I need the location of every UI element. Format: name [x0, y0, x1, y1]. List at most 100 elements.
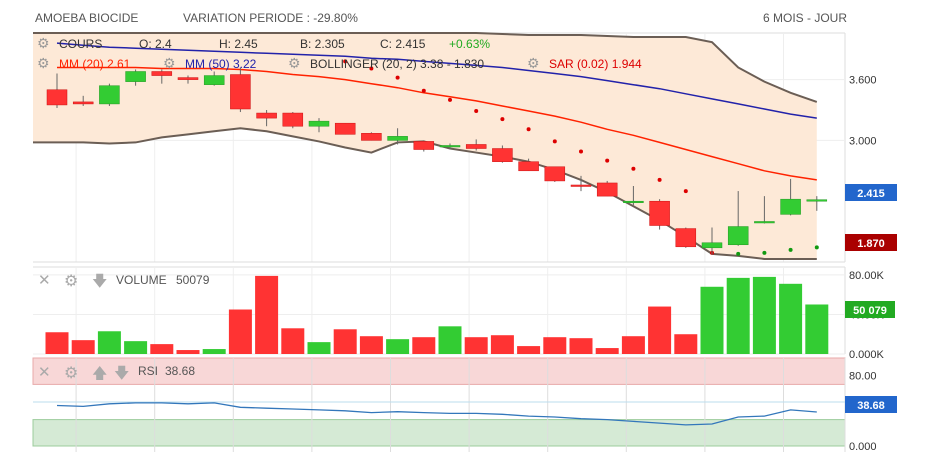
candle [387, 128, 408, 145]
volume-bar [176, 350, 200, 354]
gear-icon[interactable]: ⚙ [163, 55, 176, 71]
candle [413, 140, 435, 152]
volume-bar [805, 304, 829, 354]
sar-dot [500, 117, 505, 122]
last-price-value: 2.415 [857, 188, 885, 200]
sar-dot [683, 189, 688, 194]
gear-icon[interactable]: ⚙ [527, 55, 540, 71]
candle-body [387, 136, 408, 141]
candle [727, 191, 749, 246]
price-axis-ticks: 3.600 3.000 [849, 75, 877, 148]
volume-bar [202, 349, 226, 354]
rsi-tick-label: 0.000 [849, 441, 877, 452]
volume-value: 50079 [176, 273, 210, 287]
candle [203, 71, 225, 86]
sar-dot [421, 88, 426, 93]
price-tick-label: 3.600 [849, 75, 877, 87]
rsi-line [56, 402, 817, 426]
low-price-value: 1.870 [857, 238, 885, 250]
candle [544, 166, 566, 182]
candle [439, 143, 461, 150]
candle-body [230, 74, 251, 110]
volume-bars [45, 275, 829, 354]
gear-icon[interactable]: ⚙ [288, 55, 301, 71]
rsi-tag-value: 38.68 [857, 400, 885, 412]
bollinger-band-fill [33, 33, 817, 259]
price-panel: 3.600 3.000 2.415 1.870 ⚙ COURS O: 2.4 H:… [33, 32, 897, 263]
close-icon[interactable]: ✕ [38, 363, 51, 381]
volume-bar [595, 348, 619, 354]
candle-body [727, 226, 749, 246]
candle [596, 180, 618, 197]
candle-body [465, 144, 487, 149]
legend-low: B: 2.305 [300, 37, 345, 51]
sar-dot [814, 245, 819, 250]
sar-dot [526, 127, 531, 132]
candles [46, 67, 828, 255]
volume-tick-label: 0.000K [849, 349, 885, 361]
arrow-down-icon[interactable]: 🡇 [114, 364, 129, 382]
volume-bar [752, 276, 776, 354]
gear-icon[interactable]: ⚙ [37, 55, 50, 71]
candle [492, 145, 513, 163]
arrow-down-icon[interactable]: 🡇 [92, 272, 107, 290]
volume-bar [569, 338, 593, 354]
candle-body [72, 101, 94, 105]
rsi-oversold-zone [32, 419, 846, 447]
legend-sar: SAR (0.02) 1.944 [549, 57, 642, 71]
mm50-line [56, 42, 817, 119]
volume-bar [674, 334, 698, 354]
rsi-label: RSI [138, 364, 158, 378]
rsi-overbought-zone [32, 357, 846, 385]
candle-body [282, 112, 304, 127]
gear-icon[interactable]: ⚙ [64, 363, 78, 382]
volume-bar [621, 336, 645, 354]
legend-change: +0.63% [449, 37, 490, 51]
volume-bar [438, 326, 462, 354]
price-legend: ⚙ COURS O: 2.4 H: 2.45 B: 2.305 C: 2.415… [37, 35, 642, 71]
sar-dot [788, 247, 793, 252]
volume-bar [386, 339, 410, 354]
volume-bar [490, 335, 514, 354]
last-price-tag-bg [845, 184, 897, 201]
candle [675, 227, 697, 248]
gear-icon[interactable]: ⚙ [64, 271, 78, 290]
candle [256, 110, 277, 127]
low-price-tag: 1.870 [845, 234, 897, 251]
period-selector[interactable]: 6 MOIS - JOUR [762, 11, 847, 25]
sar-dot [395, 75, 400, 80]
rsi-panel: 80.00 0.000 ✕ ⚙ 🡅 🡇 RSI 38.68 38.68 [32, 357, 897, 452]
mm20-line [57, 66, 817, 181]
volume-bar [543, 337, 567, 354]
volume-bar [307, 342, 331, 354]
candle-body [151, 71, 173, 76]
candle [72, 95, 94, 106]
close-icon[interactable]: ✕ [38, 271, 51, 289]
candle [806, 196, 828, 211]
candle [99, 83, 120, 106]
volume-bar [255, 275, 279, 354]
sar-dot [343, 59, 348, 64]
volume-bar [779, 283, 803, 354]
candle [701, 227, 723, 255]
candle-body [256, 112, 277, 119]
candle [282, 112, 304, 129]
volume-label: VOLUME [116, 273, 167, 287]
arrow-up-icon[interactable]: 🡅 [92, 364, 107, 382]
legend-bollinger: BOLLINGER (20, 2) 3.38 - 1.830 [310, 57, 484, 71]
volume-bar [700, 286, 724, 354]
volume-bar [517, 346, 541, 354]
sar-dot [579, 149, 583, 154]
sar-dot [448, 97, 452, 102]
legend-mm50: MM (50) 3.22 [185, 57, 257, 71]
sar-dot [474, 109, 479, 114]
bollinger-upper-line [33, 32, 818, 103]
candle [177, 75, 199, 84]
candle [308, 118, 330, 133]
gear-icon[interactable]: ⚙ [37, 35, 50, 51]
rsi-value: 38.68 [165, 364, 195, 378]
candle-body [544, 166, 566, 182]
legend-mm20: MM (20) 2.61 [59, 57, 131, 71]
volume-bar [359, 336, 383, 354]
